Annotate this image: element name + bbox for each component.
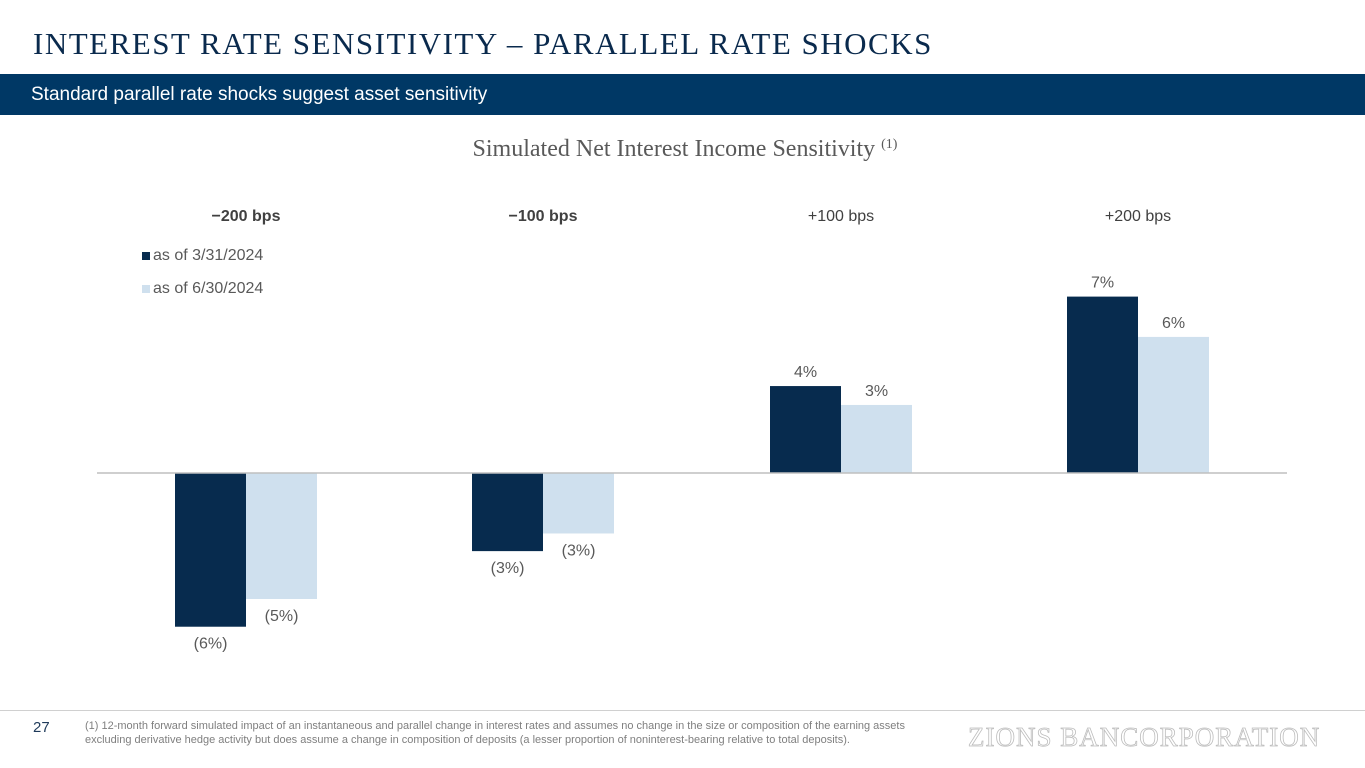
bar [472, 473, 543, 552]
bar [770, 386, 841, 473]
legend-swatch [142, 285, 150, 293]
chart-title-text: Simulated Net Interest Income Sensitivit… [472, 136, 876, 162]
category-label: −200 bps [212, 208, 281, 225]
bar [1067, 296, 1138, 473]
company-logo: ZIONS BANCORPORATION [968, 722, 1321, 753]
legend-label: as of 6/30/2024 [153, 280, 263, 297]
chart-title: Simulated Net Interest Income Sensitivit… [0, 136, 1365, 163]
bar [543, 473, 614, 534]
legend-label: as of 3/31/2024 [153, 247, 263, 264]
bar [246, 473, 317, 599]
legend: as of 3/31/2024 as of 6/30/2024 [142, 247, 263, 297]
data-label: 6% [1162, 315, 1185, 332]
category-label: −100 bps [509, 208, 578, 225]
bar [1138, 336, 1209, 473]
data-label: 7% [1091, 275, 1114, 292]
category-label: +100 bps [808, 208, 874, 225]
subtitle-text: Standard parallel rate shocks suggest as… [31, 84, 488, 105]
data-label: (3%) [562, 542, 596, 559]
page-number: 27 [33, 719, 50, 736]
subtitle-banner: Standard parallel rate shocks suggest as… [0, 74, 1365, 115]
footer-divider [0, 710, 1365, 711]
bar-chart: −200 bps −100 bps +100 bps +200 bps as of 3… [97, 208, 1287, 653]
category-label: +200 bps [1105, 208, 1171, 225]
bar [175, 473, 246, 627]
data-label: 3% [865, 383, 888, 400]
data-label: 4% [794, 364, 817, 381]
data-label: (5%) [265, 608, 299, 625]
page-title: INTEREST RATE SENSITIVITY – PARALLEL RAT… [33, 26, 933, 61]
data-labels: (6%) (3%) 4% 7% (5%) (3%) 3% 6% [194, 275, 1185, 653]
bars [175, 296, 1209, 627]
data-label: (6%) [194, 636, 228, 653]
chart-title-footnote: (1) [881, 137, 898, 152]
category-labels: −200 bps −100 bps +100 bps +200 bps [212, 208, 1172, 225]
bar [841, 404, 912, 473]
data-label: (3%) [491, 560, 525, 577]
footnote: (1) 12-month forward simulated impact of… [85, 720, 905, 746]
legend-swatch [142, 252, 150, 260]
